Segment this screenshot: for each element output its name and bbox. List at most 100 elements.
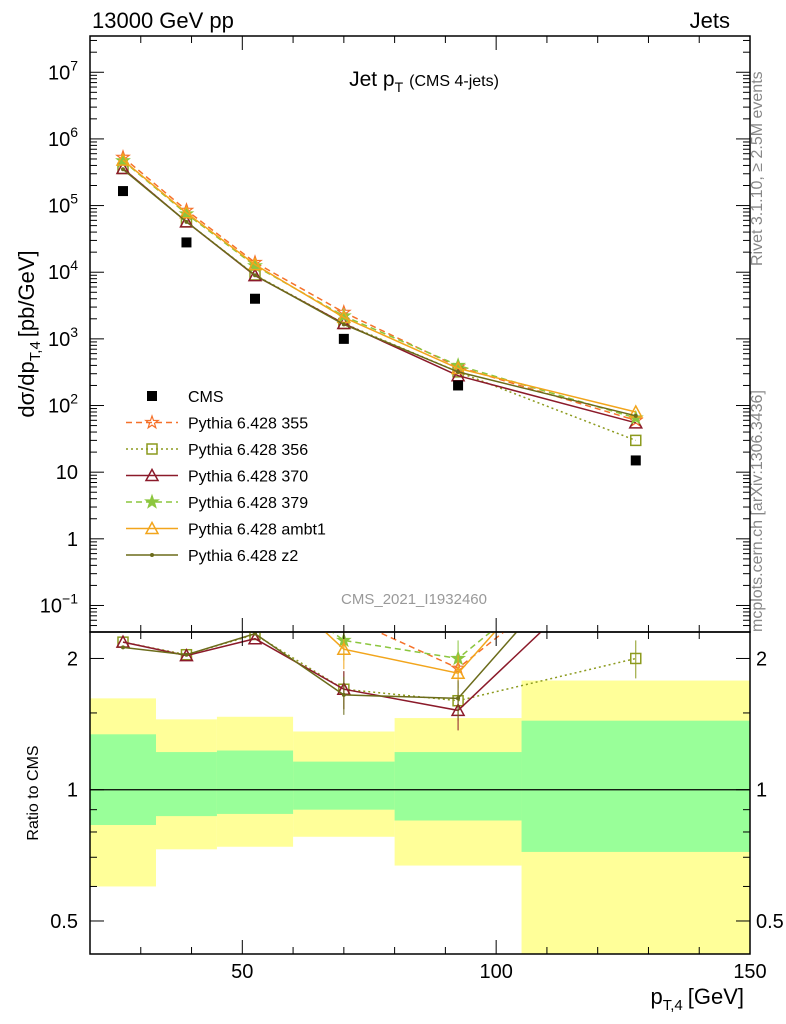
x-tick-label: 100 xyxy=(479,961,512,983)
series-point-356 xyxy=(630,434,642,447)
ratio-y-axis-label: Ratio to CMS xyxy=(25,745,42,840)
ratio-point-ambt1 xyxy=(630,468,642,479)
x-tick-label: 50 xyxy=(231,961,253,983)
data-point-cms xyxy=(453,380,464,391)
ratio-point-355 xyxy=(180,575,192,587)
legend-label-379: Pythia 6.428 379 xyxy=(188,495,308,512)
xlabel-unit: [GeV] xyxy=(688,984,744,1009)
main-panel-title: Jet pT (CMS 4-jets) xyxy=(349,68,499,95)
legend-label-356: Pythia 6.428 356 xyxy=(188,442,308,459)
header-category-label: Jets xyxy=(690,8,730,33)
legend-marker-z2 xyxy=(150,553,154,557)
ratio-y-tick-label-right: 0.5 xyxy=(756,911,784,933)
legend-marker-355 xyxy=(144,414,160,430)
data-point-cms xyxy=(250,293,260,304)
ratio-point-379 xyxy=(249,569,261,581)
y-tick-label: 105 xyxy=(48,191,78,218)
series-point-ambt1 xyxy=(247,257,263,271)
y-tick-label: 104 xyxy=(48,257,78,284)
series-line-z2 xyxy=(122,168,636,417)
x-tick-label: 150 xyxy=(733,961,766,983)
ratio-point-355 xyxy=(117,563,129,575)
data-point-cms xyxy=(630,455,641,466)
title-subscript: T xyxy=(395,79,404,95)
ylabel-main: dσ/dp xyxy=(14,361,39,417)
ratio-point-379 xyxy=(180,597,192,609)
legend-label-ambt1: Pythia 6.428 ambt1 xyxy=(188,522,326,539)
ratio-y-tick-label-right: 1 xyxy=(756,780,767,802)
ratio-line-379 xyxy=(331,632,492,660)
ratio-point-ambt1 xyxy=(450,665,466,679)
series-point-z2 xyxy=(633,413,638,418)
legend-marker-356 xyxy=(146,443,158,455)
legend: CMS Pythia 6.428 355 Pythia 6.428 356 Pythi… xyxy=(126,389,326,565)
xlabel-subscript: T,4 xyxy=(663,997,683,1014)
legend-marker-ambt1 xyxy=(144,520,160,535)
ratio-point-355 xyxy=(630,521,642,533)
uncertainty-band-inner xyxy=(216,750,294,814)
series-point-355 xyxy=(627,411,644,428)
series-point-z2 xyxy=(253,273,257,278)
y-tick-label: 107 xyxy=(48,57,78,84)
ylabel-subscript: T,4 xyxy=(27,341,44,361)
data-point-cms xyxy=(181,237,192,248)
series-point-z2 xyxy=(121,167,125,172)
ratio-point-z2 xyxy=(456,696,461,701)
series-point-370 xyxy=(179,214,194,228)
data-point-cms xyxy=(338,333,349,344)
uncertainty-band-inner xyxy=(293,761,395,810)
legend-marker-379 xyxy=(144,493,160,509)
ylabel-unit: [pb/GeV] xyxy=(14,250,39,337)
ratio-line-z2 xyxy=(122,632,518,700)
uncertainty-band-inner xyxy=(521,720,750,852)
series-line-355 xyxy=(122,156,637,422)
series-point-370 xyxy=(247,268,263,282)
main-y-axis-label: dσ/dpT,4 [pb/GeV] xyxy=(14,250,44,417)
uncertainty-band-inner xyxy=(394,752,522,821)
main-panel-frame xyxy=(89,35,751,633)
y-tick-label: 1 xyxy=(67,529,78,551)
series-point-z2 xyxy=(341,322,346,327)
ratio-point-z2 xyxy=(121,645,125,650)
y-tick-label: 102 xyxy=(48,391,78,418)
ratio-y-tick-label-right: 2 xyxy=(756,648,767,670)
ratio-point-ambt1 xyxy=(336,641,352,655)
mcplots-source-label: mcplots.cern.ch [arXiv:1306.3436] xyxy=(749,390,766,632)
ratio-panel: 0.5 0.5 1 1 2 2 50 100 150 Ratio to CMS pT,4 [GeV… xyxy=(25,468,784,1014)
y-tick-label: 103 xyxy=(48,324,78,351)
header-energy-label: 13000 GeV pp xyxy=(92,8,234,33)
data-point-cms xyxy=(118,186,128,197)
legend-marker-370 xyxy=(144,467,160,482)
legend-label-z2: Pythia 6.428 z2 xyxy=(188,548,298,565)
y-tick-label: 10 xyxy=(56,462,78,484)
ratio-point-379 xyxy=(630,507,642,519)
title-main: Jet p xyxy=(349,68,395,91)
ratio-point-355 xyxy=(338,610,350,622)
y-tick-label: 10−1 xyxy=(40,590,78,617)
uncertainty-band-inner xyxy=(156,752,217,817)
series-point-ambt1 xyxy=(179,205,194,219)
legend-label-355: Pythia 6.428 355 xyxy=(188,416,308,433)
ratio-panel-frame xyxy=(89,631,751,955)
ratio-point-379 xyxy=(117,585,129,597)
series-point-z2 xyxy=(456,369,461,374)
ratio-line-356 xyxy=(122,633,636,702)
ratio-line-355 xyxy=(376,632,505,670)
ratio-y-tick-label-left: 1 xyxy=(67,780,78,802)
uncertainty-band-inner xyxy=(90,734,156,826)
ratio-y-tick-label-left: 0.5 xyxy=(50,911,78,933)
xlabel-main: p xyxy=(650,984,662,1009)
series-line-ambt1 xyxy=(122,159,636,413)
title-note: (CMS 4-jets) xyxy=(409,73,499,90)
ratio-point-370 xyxy=(247,632,263,645)
ratio-point-z2 xyxy=(184,652,189,657)
y-tick-label: 106 xyxy=(48,124,78,151)
ratio-point-z2 xyxy=(341,692,346,697)
series-point-370 xyxy=(115,160,131,175)
ratio-point-z2 xyxy=(634,495,638,499)
series-point-ambt1 xyxy=(115,152,131,166)
ratio-point-370 xyxy=(630,536,642,547)
rivet-version-label: Rivet 3.1.10, ≥ 2.5M events xyxy=(749,71,766,266)
legend-marker-CMS xyxy=(147,391,157,401)
series-line-370 xyxy=(122,167,636,424)
